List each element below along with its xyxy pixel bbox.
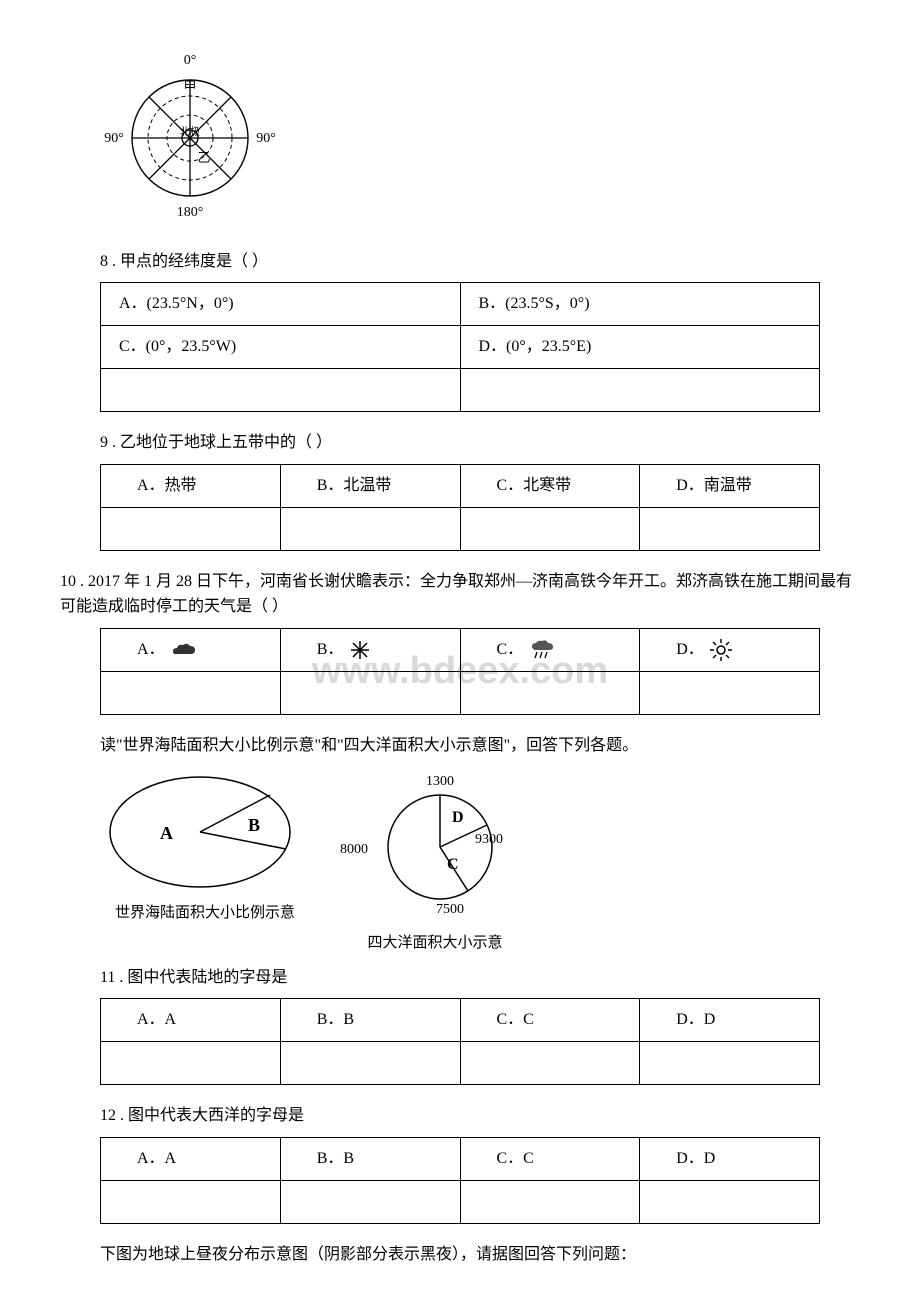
ocean-area-svg: D C 1300 9300 18000 7500 — [340, 767, 530, 927]
q10-opt-d[interactable]: D． — [640, 628, 820, 671]
rain-icon — [529, 640, 555, 660]
svg-text:D: D — [452, 809, 464, 826]
svg-text:90°: 90° — [256, 131, 276, 146]
outro-text: 下图为地球上昼夜分布示意图（阴影部分表示黑夜），请据图回答下列问题： — [100, 1242, 860, 1268]
sea-ratio-svg: A B — [100, 767, 310, 897]
q9-opt-b[interactable]: B．北温带 — [280, 464, 460, 507]
svg-text:9300: 9300 — [475, 832, 503, 847]
q11-text: 11 . 图中代表陆地的字母是 — [100, 965, 860, 991]
polar-svg: 北极 甲 乙 0° 180° 90° 90° — [100, 50, 280, 220]
q12-opt-d[interactable]: D．D — [640, 1137, 820, 1180]
q11-opt-d[interactable]: D．D — [640, 999, 820, 1042]
svg-text:北极: 北极 — [180, 125, 200, 138]
sea-figures: A B 世界海陆面积大小比例示意 D C 1300 9300 18000 750… — [100, 767, 860, 955]
cloud-icon — [171, 642, 197, 658]
q10-opt-b[interactable]: B． — [280, 628, 460, 671]
svg-text:180°: 180° — [177, 205, 204, 220]
q11-opt-a[interactable]: A．A — [101, 999, 281, 1042]
svg-text:1300: 1300 — [426, 774, 454, 789]
svg-text:A: A — [160, 823, 173, 843]
q10-opt-c[interactable]: C． — [460, 628, 640, 671]
sea-ratio-caption: 世界海陆面积大小比例示意 — [115, 901, 295, 925]
q11-opt-b[interactable]: B．B — [280, 999, 460, 1042]
q9-text: 9 . 乙地位于地球上五带中的（ ） — [100, 430, 860, 456]
svg-text:C: C — [447, 856, 459, 873]
svg-text:甲: 甲 — [183, 79, 196, 94]
svg-text:B: B — [248, 815, 260, 835]
q12-opt-b[interactable]: B．B — [280, 1137, 460, 1180]
svg-text:18000: 18000 — [340, 842, 368, 857]
q10-text: 10 . 2017 年 1 月 28 日下午，河南省长谢伏瞻表示：全力争取郑州—… — [60, 569, 860, 620]
q8-opt-b[interactable]: B．(23.5°S，0°) — [460, 283, 820, 326]
q9-opt-a[interactable]: A．热带 — [101, 464, 281, 507]
q12-text: 12 . 图中代表大西洋的字母是 — [100, 1103, 860, 1129]
q8-opt-a[interactable]: A．(23.5°N，0°) — [101, 283, 461, 326]
snow-icon — [349, 640, 371, 660]
intro-sea: 读"世界海陆面积大小比例示意"和"四大洋面积大小示意图"，回答下列各题。 — [100, 733, 860, 759]
q9-options: A．热带 B．北温带 C．北寒带 D．南温带 — [100, 464, 820, 551]
q8-text: 8 . 甲点的经纬度是（ ） — [100, 249, 860, 275]
q11-options: A．A B．B C．C D．D — [100, 998, 820, 1085]
ocean-area-caption: 四大洋面积大小示意 — [367, 931, 502, 955]
svg-text:90°: 90° — [104, 131, 124, 146]
sun-icon — [710, 639, 732, 661]
svg-text:乙: 乙 — [197, 150, 210, 165]
q12-opt-a[interactable]: A．A — [101, 1137, 281, 1180]
polar-figure: 北极 甲 乙 0° 180° 90° 90° — [100, 50, 860, 229]
svg-text:0°: 0° — [184, 53, 197, 68]
q8-opt-d[interactable]: D．(0°，23.5°E) — [460, 326, 820, 369]
q12-options: A．A B．B C．C D．D — [100, 1137, 820, 1224]
q8-options: A．(23.5°N，0°) B．(23.5°S，0°) C．(0°，23.5°W… — [100, 282, 820, 412]
q9-opt-d[interactable]: D．南温带 — [640, 464, 820, 507]
q11-opt-c[interactable]: C．C — [460, 999, 640, 1042]
q12-opt-c[interactable]: C．C — [460, 1137, 640, 1180]
q10-opt-a[interactable]: A． — [101, 628, 281, 671]
q8-opt-c[interactable]: C．(0°，23.5°W) — [101, 326, 461, 369]
q9-opt-c[interactable]: C．北寒带 — [460, 464, 640, 507]
svg-text:7500: 7500 — [436, 902, 464, 917]
q10-options: A． B． C． D． — [100, 628, 820, 715]
